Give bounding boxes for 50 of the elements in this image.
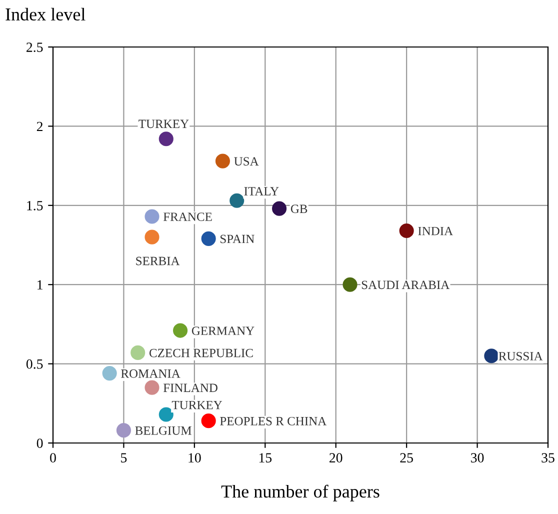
x-tick-label: 30 bbox=[471, 453, 484, 462]
y-tick-label: 2.5 bbox=[26, 42, 43, 52]
point bbox=[130, 345, 146, 360]
point bbox=[144, 230, 160, 244]
y-tick-label: 1 bbox=[38, 280, 42, 290]
point bbox=[230, 193, 244, 208]
series-label: SERBIA bbox=[136, 256, 180, 266]
series-label: INDIA bbox=[418, 226, 453, 236]
x-tick-label: 35 bbox=[542, 453, 554, 462]
point bbox=[144, 380, 160, 395]
point bbox=[215, 154, 230, 168]
series-label: CZECH REPUBLIC bbox=[149, 348, 253, 358]
y-tick-label: 1.5 bbox=[27, 201, 43, 210]
point bbox=[342, 277, 358, 292]
x-tick-label: 10 bbox=[188, 453, 201, 462]
x-tick-label: 5 bbox=[121, 453, 127, 462]
series-label: FINLAND bbox=[163, 384, 218, 392]
y-axis-title: Index level bbox=[6, 8, 86, 21]
x-axis-title: The number of papers bbox=[221, 484, 380, 502]
x-tick-label: 20 bbox=[330, 453, 342, 462]
series-label: ROMANIA bbox=[121, 369, 180, 378]
point bbox=[116, 423, 131, 438]
point bbox=[484, 348, 499, 364]
series-label: RUSSIA bbox=[498, 352, 543, 360]
series-label: TURKEY bbox=[138, 120, 189, 128]
series-label: USA bbox=[234, 157, 259, 166]
series-label: ITALY bbox=[244, 187, 279, 196]
x-tick-label: 15 bbox=[259, 453, 272, 462]
point bbox=[173, 323, 188, 338]
point bbox=[158, 132, 174, 146]
series-label: BELGIUM bbox=[135, 426, 192, 435]
series-label: FRANCE bbox=[163, 212, 212, 222]
series-label: SPAIN bbox=[220, 234, 254, 244]
series-label: PEOPLES R CHINA bbox=[220, 416, 327, 426]
series-label: SAUDI ARABIA bbox=[362, 280, 450, 290]
series-label: TURKEY bbox=[172, 400, 222, 410]
point bbox=[144, 209, 160, 224]
point bbox=[102, 366, 117, 381]
y-tick-label: 0.5 bbox=[26, 359, 43, 369]
point bbox=[158, 407, 174, 422]
y-tick-label: 2 bbox=[36, 122, 43, 132]
point bbox=[201, 414, 216, 428]
point bbox=[201, 231, 216, 246]
point bbox=[399, 223, 414, 238]
series-label: GERMANY bbox=[192, 326, 254, 336]
y-tick-label: 0 bbox=[36, 438, 43, 448]
point bbox=[272, 201, 287, 216]
series-label: GB bbox=[290, 204, 308, 214]
x-tick-label: 0 bbox=[50, 453, 56, 462]
x-tick-label: 25 bbox=[400, 453, 413, 462]
